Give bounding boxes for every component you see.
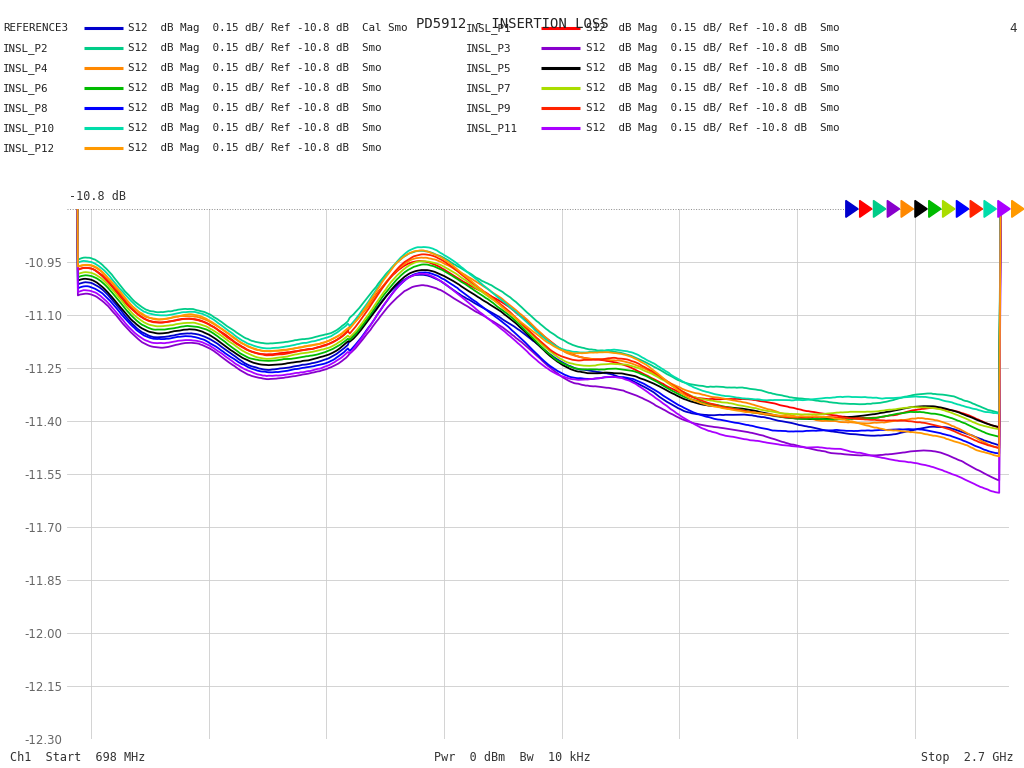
Text: INSL_P9: INSL_P9	[466, 103, 511, 114]
Text: S12  dB Mag  0.15 dB/ Ref -10.8 dB  Smo: S12 dB Mag 0.15 dB/ Ref -10.8 dB Smo	[586, 83, 840, 94]
Text: Ch1  Start  698 MHz: Ch1 Start 698 MHz	[10, 751, 145, 764]
Text: -10.8 dB: -10.8 dB	[69, 190, 126, 203]
Text: S12  dB Mag  0.15 dB/ Ref -10.8 dB  Smo: S12 dB Mag 0.15 dB/ Ref -10.8 dB Smo	[128, 83, 382, 94]
Text: REFERENCE3: REFERENCE3	[3, 23, 68, 34]
Text: INSL_P11: INSL_P11	[466, 123, 518, 134]
Text: S12  dB Mag  0.15 dB/ Ref -10.8 dB  Smo: S12 dB Mag 0.15 dB/ Ref -10.8 dB Smo	[586, 103, 840, 114]
Text: INSL_P12: INSL_P12	[3, 143, 55, 154]
Text: S12  dB Mag  0.15 dB/ Ref -10.8 dB  Smo: S12 dB Mag 0.15 dB/ Ref -10.8 dB Smo	[586, 23, 840, 34]
Text: PD5912 - INSERTION LOSS: PD5912 - INSERTION LOSS	[416, 17, 608, 31]
Text: Pwr  0 dBm  Bw  10 kHz: Pwr 0 dBm Bw 10 kHz	[433, 751, 591, 764]
Text: INSL_P4: INSL_P4	[3, 63, 48, 74]
Text: S12  dB Mag  0.15 dB/ Ref -10.8 dB  Smo: S12 dB Mag 0.15 dB/ Ref -10.8 dB Smo	[128, 123, 382, 134]
Text: INSL_P7: INSL_P7	[466, 83, 511, 94]
Text: S12  dB Mag  0.15 dB/ Ref -10.8 dB  Smo: S12 dB Mag 0.15 dB/ Ref -10.8 dB Smo	[128, 143, 382, 154]
Text: S12  dB Mag  0.15 dB/ Ref -10.8 dB  Cal Smo: S12 dB Mag 0.15 dB/ Ref -10.8 dB Cal Smo	[128, 23, 408, 34]
Text: INSL_P3: INSL_P3	[466, 43, 511, 54]
Text: INSL_P8: INSL_P8	[3, 103, 48, 114]
Text: INSL_P10: INSL_P10	[3, 123, 55, 134]
Text: S12  dB Mag  0.15 dB/ Ref -10.8 dB  Smo: S12 dB Mag 0.15 dB/ Ref -10.8 dB Smo	[586, 43, 840, 54]
Text: INSL_P5: INSL_P5	[466, 63, 511, 74]
Text: S12  dB Mag  0.15 dB/ Ref -10.8 dB  Smo: S12 dB Mag 0.15 dB/ Ref -10.8 dB Smo	[586, 123, 840, 134]
Text: Stop  2.7 GHz: Stop 2.7 GHz	[922, 751, 1014, 764]
Text: S12  dB Mag  0.15 dB/ Ref -10.8 dB  Smo: S12 dB Mag 0.15 dB/ Ref -10.8 dB Smo	[128, 103, 382, 114]
Text: INSL_P1: INSL_P1	[466, 23, 511, 34]
Text: S12  dB Mag  0.15 dB/ Ref -10.8 dB  Smo: S12 dB Mag 0.15 dB/ Ref -10.8 dB Smo	[128, 63, 382, 74]
Text: INSL_P2: INSL_P2	[3, 43, 48, 54]
Text: S12  dB Mag  0.15 dB/ Ref -10.8 dB  Smo: S12 dB Mag 0.15 dB/ Ref -10.8 dB Smo	[586, 63, 840, 74]
Text: INSL_P6: INSL_P6	[3, 83, 48, 94]
Text: 4: 4	[1010, 22, 1017, 35]
Text: S12  dB Mag  0.15 dB/ Ref -10.8 dB  Smo: S12 dB Mag 0.15 dB/ Ref -10.8 dB Smo	[128, 43, 382, 54]
